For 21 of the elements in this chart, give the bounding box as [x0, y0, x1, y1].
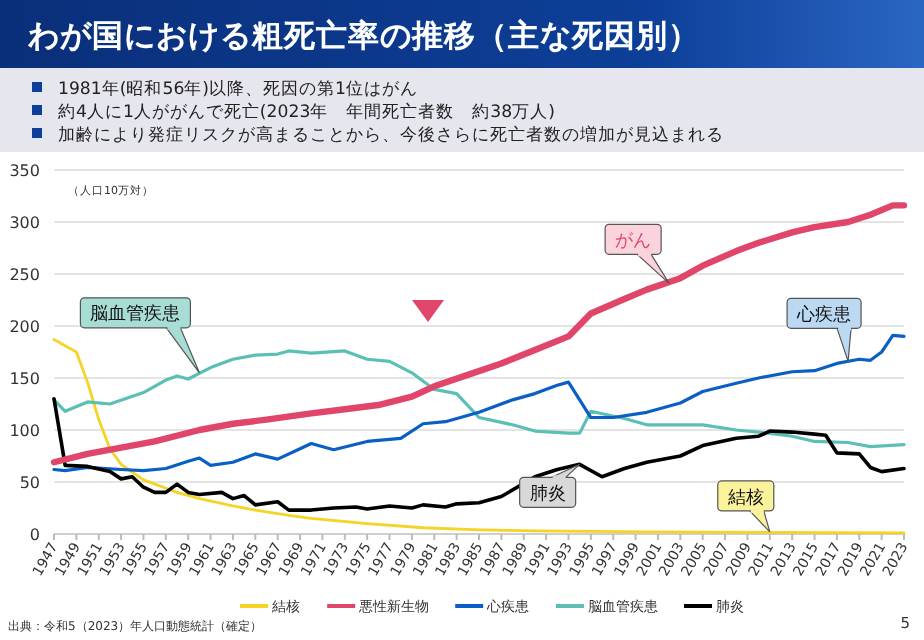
y-tick-label: 100 — [9, 422, 40, 440]
annotation: 心疾患 — [795, 303, 852, 326]
y-tick-label: 350 — [9, 162, 40, 180]
line-series — [50, 202, 908, 466]
y-tick-label: 200 — [9, 318, 40, 336]
annotation: 結核 — [725, 486, 764, 509]
y-tick-label: 150 — [9, 370, 40, 388]
annotation: 脳血管疾患 — [90, 303, 181, 326]
line-series — [52, 338, 906, 535]
line-series — [52, 349, 906, 449]
text: 約4人に1人ががんで死亡(2023年 年間死亡者数 約38万人) — [58, 101, 555, 123]
line-series — [52, 397, 906, 512]
y-tick-label: 50 — [19, 474, 40, 492]
annotation: 肺炎 — [529, 482, 566, 505]
y-tick-label: 250 — [9, 266, 40, 284]
annotation: がん — [615, 231, 652, 252]
chart-title: わが国における粗死亡率の推移（主な死因別） — [26, 16, 700, 54]
y-tick-label: 0 — [29, 526, 40, 544]
y-tick-label: 300 — [9, 214, 40, 232]
text: 加齢により発症リスクが高まることから、今後さらに死亡者数の増加が見込まれる — [58, 124, 724, 146]
chart-subtitle: 1981年(昭和56年)以降、死因の第1位はがん — [58, 78, 418, 100]
